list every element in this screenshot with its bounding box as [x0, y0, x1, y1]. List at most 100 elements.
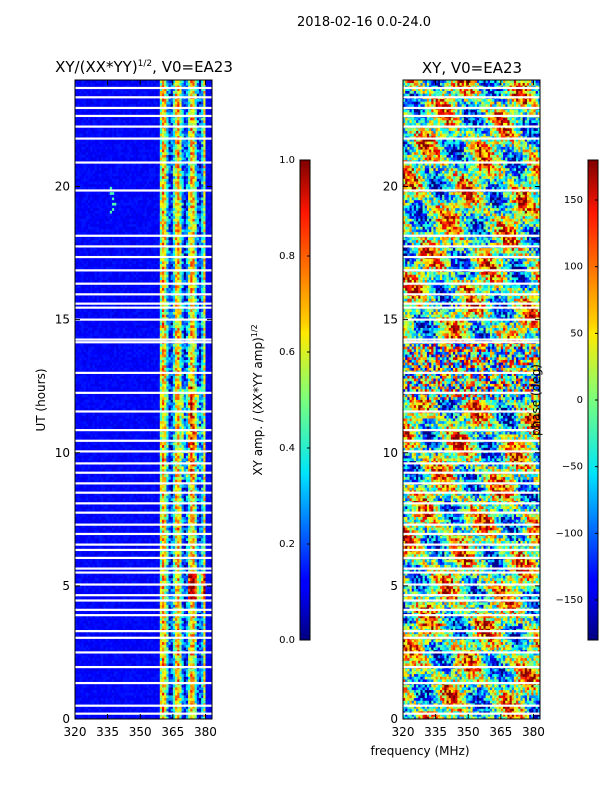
amplitude-cell [118, 713, 122, 717]
amplitude-cell [103, 537, 106, 541]
amplitude-cell [116, 708, 119, 712]
amplitude-cell [209, 713, 213, 717]
amplitude-cell [103, 676, 106, 680]
amplitude-cell [201, 652, 204, 656]
amplitude-cell [125, 620, 128, 624]
amplitude-cell [135, 596, 139, 600]
amplitude-cell [101, 559, 104, 563]
amplitude-cell [175, 687, 178, 691]
amplitude-cell [168, 623, 172, 627]
amplitude-cell [185, 708, 189, 712]
amplitude-cell [209, 644, 213, 648]
amplitude-cell [192, 540, 195, 544]
amplitude-cell [164, 508, 167, 512]
amplitude-cell [140, 585, 143, 589]
amplitude-cell [179, 639, 182, 643]
amplitude-cell [151, 713, 154, 717]
amplitude-cell [142, 569, 145, 573]
amplitude-cell [79, 527, 82, 531]
amplitude-cell [170, 713, 174, 717]
amplitude-cell [164, 609, 167, 613]
amplitude-cell [201, 607, 204, 611]
amplitude-cell [166, 604, 169, 608]
amplitude-cell [107, 676, 111, 680]
amplitude-cell [96, 716, 100, 720]
amplitude-cell [101, 660, 104, 664]
amplitude-cell [101, 553, 104, 557]
amplitude-cell [79, 679, 82, 683]
amplitude-cell [83, 689, 87, 693]
amplitude-cell [153, 604, 156, 608]
amplitude-cell [181, 540, 185, 544]
amplitude-cell [127, 711, 130, 715]
amplitude-cell [172, 639, 176, 643]
amplitude-cell [83, 713, 87, 717]
amplitude-cell [183, 508, 187, 512]
amplitude-cell [114, 655, 117, 659]
amplitude-cell [164, 631, 167, 635]
amplitude-cell [179, 572, 182, 576]
amplitude-cell [164, 697, 167, 701]
amplitude-cell [188, 689, 191, 693]
amplitude-cell [161, 551, 165, 555]
amplitude-cell [120, 607, 124, 611]
amplitude-cell [144, 671, 148, 675]
amplitude-cell [88, 713, 91, 717]
amplitude-cell [177, 540, 180, 544]
amplitude-cell [153, 585, 156, 589]
amplitude-cell [194, 652, 198, 656]
amplitude-cell [157, 513, 161, 517]
amplitude-cell [196, 540, 200, 544]
amplitude-cell [88, 588, 91, 592]
amplitude-cell [92, 545, 95, 549]
amplitude-cell [196, 551, 200, 555]
amplitude-cell [88, 633, 91, 637]
amplitude-cell [153, 612, 156, 616]
amplitude-cell [85, 673, 89, 677]
amplitude-cell [135, 695, 139, 699]
amplitude-cell [196, 620, 200, 624]
amplitude-cell [175, 572, 178, 576]
amplitude-cell [122, 703, 126, 707]
amplitude-cell [129, 612, 132, 616]
amplitude-cell [177, 644, 180, 648]
amplitude-cell [96, 663, 100, 667]
amplitude-cell [118, 615, 122, 619]
amplitude-cell [155, 551, 158, 555]
amplitude-cell [98, 588, 102, 592]
amplitude-cell [127, 519, 130, 523]
amplitude-cell [111, 527, 115, 531]
amplitude-cell [177, 596, 180, 600]
amplitude-cell [183, 639, 187, 643]
amplitude-cell [190, 561, 193, 565]
amplitude-cell [122, 604, 126, 608]
amplitude-cell [170, 652, 174, 656]
amplitude-cell [79, 617, 82, 621]
amplitude-cell [201, 615, 204, 619]
amplitude-cell [140, 561, 143, 565]
amplitude-cell [153, 644, 156, 648]
amplitude-cell [155, 641, 158, 645]
amplitude-cell [190, 545, 193, 549]
amplitude-cell [116, 697, 119, 701]
amplitude-cell [155, 673, 158, 677]
amplitude-cell [203, 708, 206, 712]
amplitude-cell [155, 604, 158, 608]
amplitude-cell [170, 673, 174, 677]
amplitude-cell [185, 639, 189, 643]
amplitude-cell [155, 692, 158, 696]
amplitude-cell [166, 695, 169, 699]
amplitude-cell [192, 513, 195, 517]
amplitude-cell [192, 644, 195, 648]
amplitude-cell [192, 569, 195, 573]
amplitude-cell [133, 713, 137, 717]
amplitude-cell [190, 641, 193, 645]
amplitude-cell [146, 644, 150, 648]
amplitude-cell [170, 689, 174, 693]
amplitude-cell [168, 713, 172, 717]
amplitude-cell [122, 588, 126, 592]
amplitude-cell [81, 506, 85, 510]
amplitude-cell [88, 561, 91, 565]
amplitude-cell [188, 703, 191, 707]
amplitude-cell [201, 689, 204, 693]
